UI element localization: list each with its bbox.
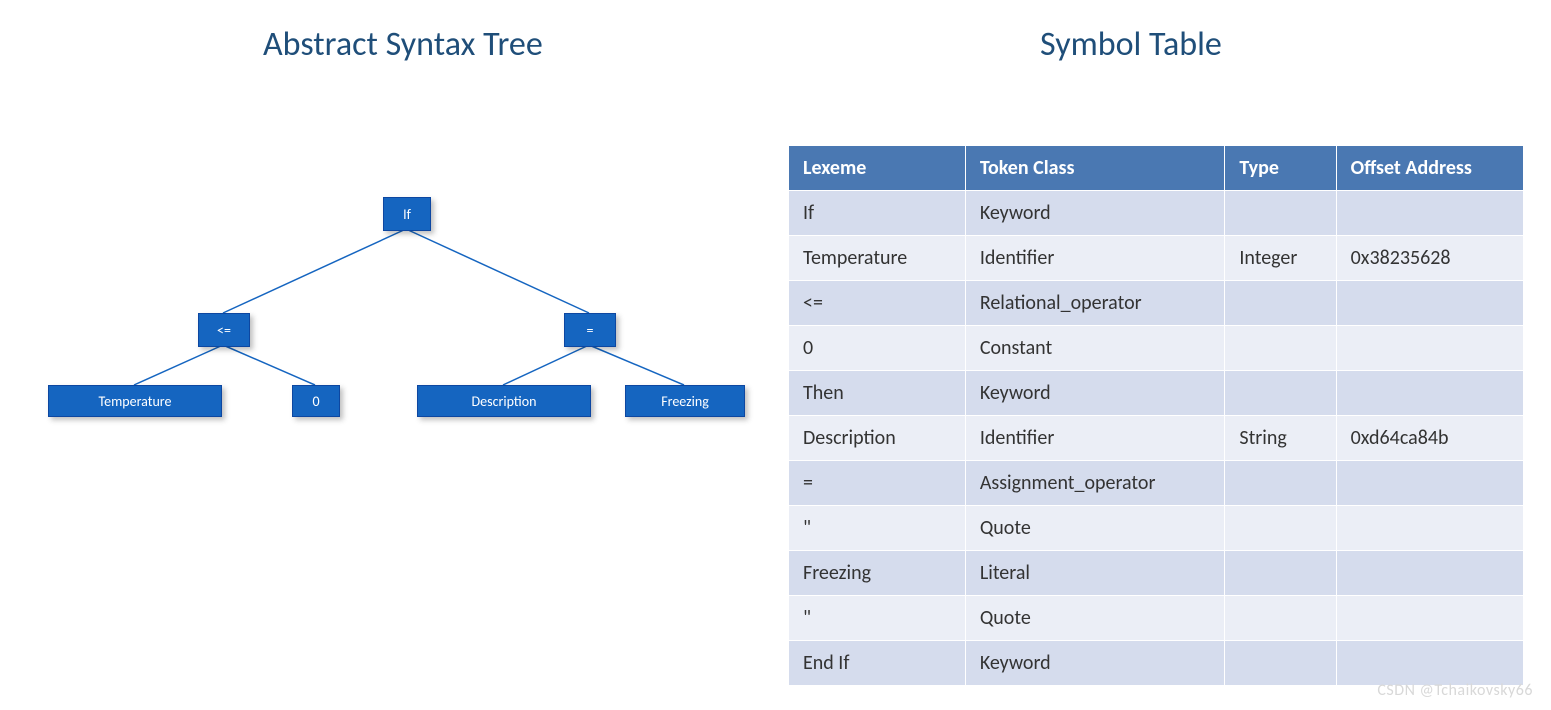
table-cell: Constant bbox=[965, 326, 1225, 371]
table-cell: Keyword bbox=[965, 191, 1225, 236]
table-cell: Assignment_operator bbox=[965, 461, 1225, 506]
table-cell bbox=[1225, 281, 1336, 326]
table-cell: Identifier bbox=[965, 236, 1225, 281]
table-row: "Quote bbox=[789, 506, 1524, 551]
table-row: ThenKeyword bbox=[789, 371, 1524, 416]
symbol-table: LexemeToken ClassTypeOffset Address IfKe… bbox=[788, 145, 1524, 686]
table-cell bbox=[1336, 281, 1523, 326]
table-cell: Temperature bbox=[789, 236, 966, 281]
table-cell: 0xd64ca84b bbox=[1336, 416, 1523, 461]
table-cell: Keyword bbox=[965, 371, 1225, 416]
table-cell: Freezing bbox=[789, 551, 966, 596]
table-cell: 0 bbox=[789, 326, 966, 371]
table-cell bbox=[1336, 506, 1523, 551]
table-header-cell: Token Class bbox=[965, 146, 1225, 191]
table-cell bbox=[1225, 461, 1336, 506]
table-cell: Keyword bbox=[965, 641, 1225, 686]
table-cell bbox=[1225, 326, 1336, 371]
tree-node-zero: 0 bbox=[292, 385, 340, 417]
table-cell bbox=[1336, 641, 1523, 686]
table-cell: If bbox=[789, 191, 966, 236]
table-cell: " bbox=[789, 506, 966, 551]
table-cell bbox=[1225, 191, 1336, 236]
table-cell bbox=[1225, 371, 1336, 416]
table-header-cell: Type bbox=[1225, 146, 1336, 191]
tree-node-le: <= bbox=[198, 313, 250, 347]
ast-title: Abstract Syntax Tree bbox=[263, 24, 543, 65]
table-cell bbox=[1225, 596, 1336, 641]
table-cell bbox=[1225, 551, 1336, 596]
table-cell bbox=[1225, 641, 1336, 686]
tree-edges bbox=[0, 0, 800, 500]
table-cell: Integer bbox=[1225, 236, 1336, 281]
tree-node-temp: Temperature bbox=[48, 385, 222, 417]
table-cell: Quote bbox=[965, 506, 1225, 551]
table-row: FreezingLiteral bbox=[789, 551, 1524, 596]
table-cell: Description bbox=[789, 416, 966, 461]
table-header-cell: Offset Address bbox=[1336, 146, 1523, 191]
table-cell: String bbox=[1225, 416, 1336, 461]
table-cell: = bbox=[789, 461, 966, 506]
table-cell: " bbox=[789, 596, 966, 641]
tree-node-eq: = bbox=[564, 313, 616, 347]
symtable-title: Symbol Table bbox=[1040, 24, 1222, 65]
table-cell bbox=[1336, 596, 1523, 641]
watermark: CSDN @Tchaikovsky66 bbox=[1377, 681, 1533, 700]
table-cell: Quote bbox=[965, 596, 1225, 641]
table-header-row: LexemeToken ClassTypeOffset Address bbox=[789, 146, 1524, 191]
tree-node-frz: Freezing bbox=[625, 385, 745, 417]
table-row: End IfKeyword bbox=[789, 641, 1524, 686]
table-cell bbox=[1336, 326, 1523, 371]
table-row: IfKeyword bbox=[789, 191, 1524, 236]
tree-node-if: If bbox=[383, 197, 431, 231]
tree-node-desc: Description bbox=[417, 385, 591, 417]
table-row: TemperatureIdentifierInteger0x38235628 bbox=[789, 236, 1524, 281]
table-row: 0Constant bbox=[789, 326, 1524, 371]
table-cell: Then bbox=[789, 371, 966, 416]
table-cell: End If bbox=[789, 641, 966, 686]
table-cell: <= bbox=[789, 281, 966, 326]
table-cell: Identifier bbox=[965, 416, 1225, 461]
table-cell bbox=[1225, 506, 1336, 551]
table-row: "Quote bbox=[789, 596, 1524, 641]
table-cell: Literal bbox=[965, 551, 1225, 596]
table-cell bbox=[1336, 371, 1523, 416]
table-cell bbox=[1336, 551, 1523, 596]
table-row: <=Relational_operator bbox=[789, 281, 1524, 326]
table-cell: 0x38235628 bbox=[1336, 236, 1523, 281]
table-cell: Relational_operator bbox=[965, 281, 1225, 326]
table-cell bbox=[1336, 461, 1523, 506]
table-header-cell: Lexeme bbox=[789, 146, 966, 191]
table-cell bbox=[1336, 191, 1523, 236]
table-row: =Assignment_operator bbox=[789, 461, 1524, 506]
table-row: DescriptionIdentifierString0xd64ca84b bbox=[789, 416, 1524, 461]
